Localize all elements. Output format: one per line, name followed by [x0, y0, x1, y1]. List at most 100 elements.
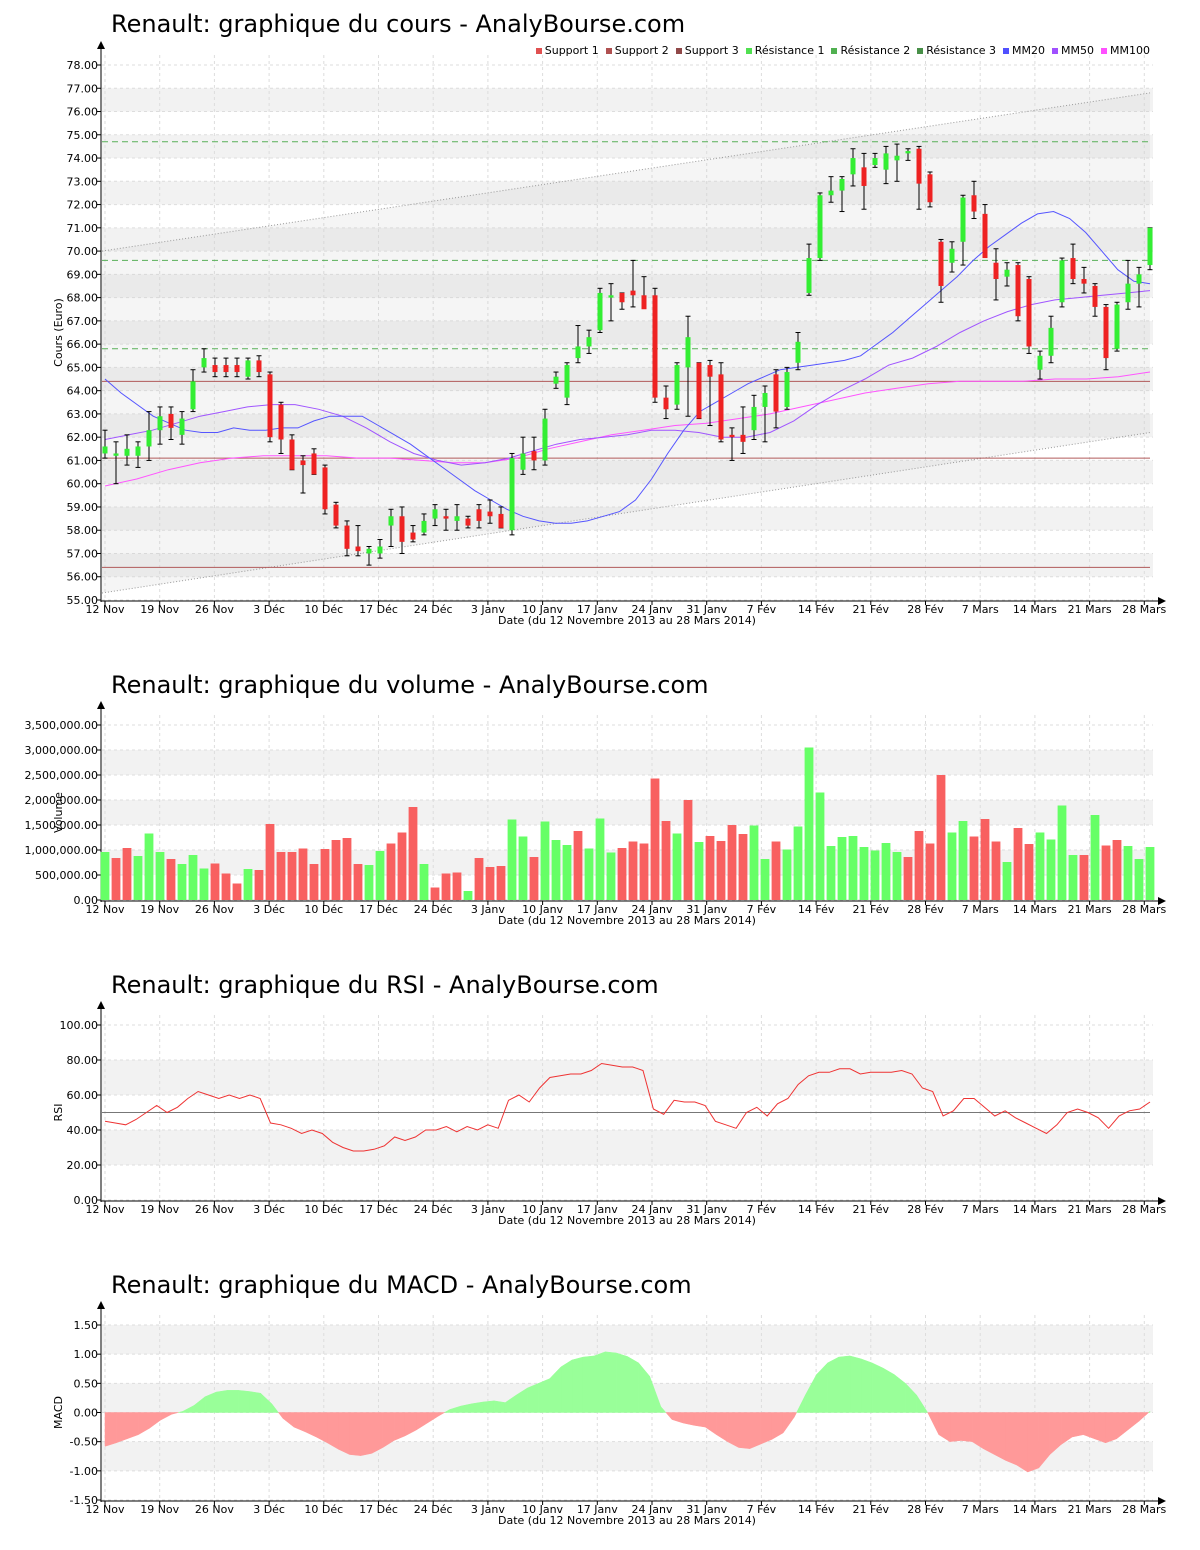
macd-area-segment: [482, 1400, 495, 1413]
volume-bar: [408, 807, 418, 900]
x-tick-label: 19 Nov: [140, 903, 179, 916]
volume-bar: [1134, 859, 1144, 900]
volume-bar: [364, 865, 374, 900]
legend-item: Support 3: [675, 44, 739, 57]
volume-bar: [793, 826, 803, 900]
grid-band: [102, 1325, 1153, 1355]
price-chart-title: Renault: graphique du cours - AnalyBours…: [111, 10, 686, 38]
x-tick-label: 17 Janv: [577, 1203, 618, 1216]
y-tick-label: 3,000,000.00: [25, 744, 98, 757]
x-tick-label: 28 Mars: [1122, 903, 1166, 916]
macd-area-segment: [1060, 1412, 1073, 1446]
macd-chart-title: Renault: graphique du MACD - AnalyBourse…: [111, 1271, 692, 1299]
candle-body: [817, 195, 823, 259]
candle-body: [850, 158, 856, 175]
grid-band: [102, 227, 1153, 252]
rsi-line: [104, 1062, 1151, 1152]
x-tick-label: 24 Déc: [414, 603, 453, 616]
macd-area-segment: [1127, 1412, 1140, 1431]
macd-area-segment: [293, 1412, 306, 1433]
candle-body: [1004, 269, 1010, 277]
volume-bar: [397, 832, 407, 900]
y-tick-label: 59.00: [67, 501, 99, 514]
legend-swatch: [1052, 47, 1059, 54]
x-tick-label: 12 Nov: [86, 903, 125, 916]
x-tick-label: 24 Janv: [632, 1503, 673, 1516]
macd-area-segment: [1005, 1412, 1017, 1466]
macd-area-segment: [1116, 1412, 1129, 1440]
volume-bar: [144, 833, 154, 900]
macd-area-segment: [582, 1355, 595, 1413]
x-tick-label: 21 Mars: [1068, 1203, 1112, 1216]
candle-body: [1015, 265, 1021, 317]
candle-body: [179, 418, 185, 435]
x-tick-label: 14 Mars: [1013, 1503, 1057, 1516]
x-tick-label: 7 Fév: [747, 603, 777, 616]
volume-bar: [430, 887, 440, 900]
candle-body: [971, 195, 977, 212]
macd-area-segment: [327, 1412, 339, 1450]
candle-body: [729, 434, 735, 438]
macd-area-segment: [560, 1359, 573, 1413]
x-tick-label: 17 Déc: [359, 903, 398, 916]
volume-bar: [133, 856, 143, 900]
y-axis-title: MACD: [52, 1396, 65, 1429]
candle-body: [300, 460, 306, 466]
macd-area-segment: [1105, 1412, 1117, 1444]
volume-bar: [936, 775, 946, 900]
macd-area-segment: [549, 1366, 562, 1413]
volume-bar: [166, 859, 176, 900]
macd-area-segment: [360, 1412, 373, 1456]
volume-bar: [1068, 855, 1078, 900]
grid-band: [102, 553, 1153, 577]
candle-body: [234, 365, 240, 373]
x-tick-label: 10 Janv: [522, 903, 563, 916]
macd-area-segment: [616, 1352, 628, 1413]
x-tick-label: 31 Janv: [686, 903, 727, 916]
macd-area-segment: [949, 1412, 962, 1442]
volume-bar: [848, 836, 858, 900]
x-tick-label: 14 Fév: [798, 603, 835, 616]
macd-area-segment: [338, 1412, 350, 1455]
legend-item: MM100: [1101, 44, 1150, 57]
candle-body: [839, 178, 845, 191]
volume-bar: [199, 868, 209, 900]
macd-area-segment: [171, 1412, 179, 1415]
candle-body: [960, 197, 966, 242]
volume-bar: [650, 778, 660, 900]
candle-body: [905, 151, 911, 154]
volume-bar: [463, 891, 473, 900]
macd-area-segment: [827, 1356, 839, 1413]
volume-bar: [606, 852, 616, 900]
macd-area-segment: [349, 1412, 361, 1456]
y-axis-arrow: [97, 1301, 105, 1309]
y-tick-label: -1.50: [70, 1494, 98, 1507]
volume-bar: [386, 843, 396, 900]
x-tick-label: 14 Mars: [1013, 603, 1057, 616]
candle-body: [575, 346, 581, 359]
volume-bar: [375, 851, 385, 900]
volume-bar: [815, 792, 825, 900]
y-tick-label: 1,000,000.00: [25, 844, 98, 857]
candle-body: [476, 509, 482, 521]
macd-area-segment: [771, 1412, 784, 1440]
candle-body: [1026, 279, 1032, 347]
mm100-line: [104, 371, 1151, 487]
y-tick-label: 0.00: [74, 1407, 99, 1420]
y-tick-label: -0.50: [70, 1436, 98, 1449]
grid-band: [102, 460, 1153, 484]
x-tick-label: 21 Fév: [853, 1203, 890, 1216]
macd-area-segment: [782, 1412, 795, 1434]
volume-bar: [177, 864, 187, 900]
macd-area-segment: [638, 1362, 650, 1413]
y-tick-label: 78.00: [67, 59, 99, 72]
legend-label: MM50: [1061, 44, 1095, 57]
volume-bar: [804, 747, 814, 900]
legend-item: Résistance 2: [831, 44, 910, 57]
legend-swatch: [675, 47, 682, 54]
volume-bar: [991, 841, 1001, 900]
macd-area-segment: [760, 1412, 773, 1445]
y-tick-label: 60.00: [67, 478, 99, 491]
macd-area-segment: [994, 1412, 1006, 1461]
candle-body: [982, 213, 988, 259]
